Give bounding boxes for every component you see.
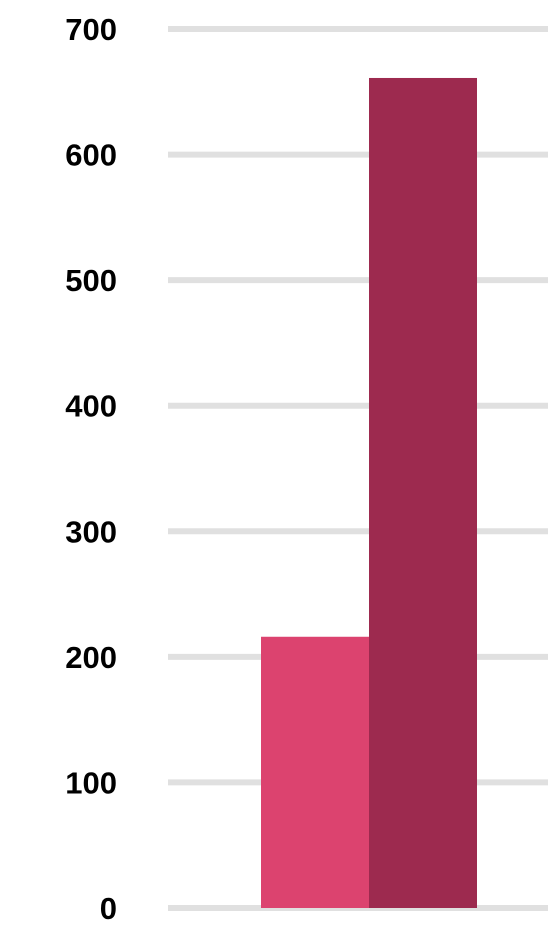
y-tick-label: 400 [65, 389, 117, 424]
y-tick-label: 300 [65, 514, 117, 549]
y-tick-label: 100 [65, 765, 117, 800]
y-tick-label: 500 [65, 263, 117, 298]
y-axis-tick-labels: 0 100 200 300 400 500 600 700 [65, 12, 117, 926]
bar-series-2 [369, 77, 477, 909]
bar-series-1 [261, 636, 369, 908]
y-tick-label: 600 [65, 138, 117, 173]
bars [261, 77, 477, 909]
y-tick-label: 700 [65, 12, 117, 47]
y-tick-label: 0 [100, 891, 117, 926]
y-tick-label: 200 [65, 640, 117, 675]
